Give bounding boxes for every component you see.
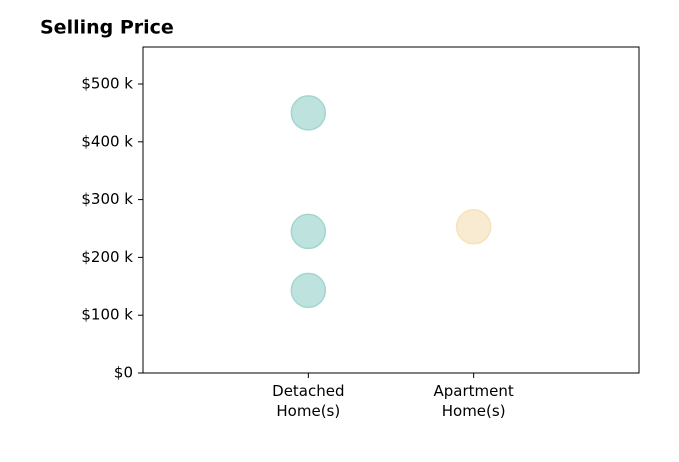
x-tick-label: Detached Home(s): [272, 382, 345, 420]
point: [290, 272, 327, 309]
plot-frame: [142, 46, 640, 374]
point: [455, 209, 492, 245]
x-tick-label: Apartment Home(s): [433, 382, 514, 420]
chart-title: Selling Price: [40, 17, 174, 39]
y-tick-label: $200 k: [81, 248, 133, 266]
y-tick-label: $0: [114, 364, 133, 382]
y-tick-label: $400 k: [81, 132, 133, 150]
point: [290, 213, 327, 250]
y-tick-label: $500 k: [81, 74, 133, 92]
point: [290, 95, 327, 131]
y-tick-label: $100 k: [81, 306, 133, 324]
y-tick-label: $300 k: [81, 190, 133, 208]
